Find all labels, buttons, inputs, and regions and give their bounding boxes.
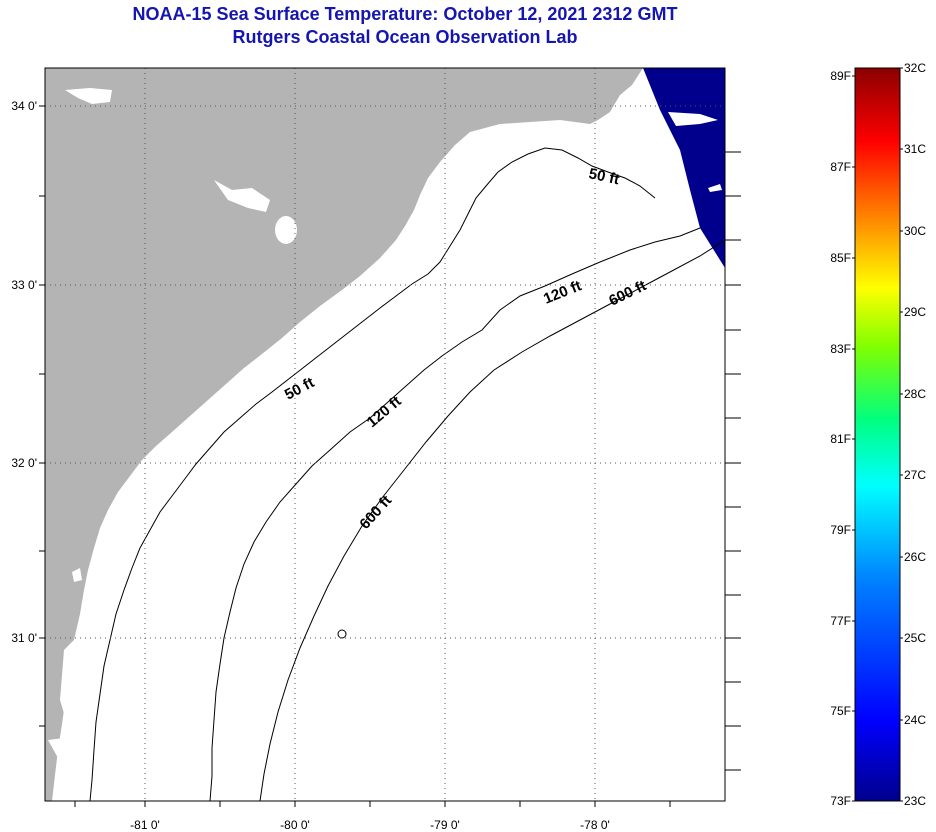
- contour-600ft: [259, 239, 725, 801]
- map-title: NOAA-15 Sea Surface Temperature: October…: [132, 4, 678, 24]
- colorbar-f-label: 73F: [830, 794, 851, 808]
- lat-label: 31 0': [11, 631, 37, 645]
- colorbar-f-ticks: [852, 67, 903, 802]
- map-subtitle: Rutgers Coastal Ocean Observation Lab: [232, 27, 578, 47]
- contour-label: 50 ft: [587, 165, 621, 188]
- lon-label: -79 0': [430, 818, 460, 832]
- graticule: [45, 68, 725, 801]
- colorbar-c-label: 24C: [904, 713, 926, 727]
- map-frame: [44, 67, 726, 802]
- colorbar-c-label: 26C: [904, 550, 926, 564]
- colorbar-c-label: 29C: [904, 305, 926, 319]
- lat-label: 33 0': [11, 278, 37, 292]
- colorbar-c-label: 32C: [904, 61, 926, 75]
- colorbar-f-label: 87F: [830, 160, 851, 174]
- lon-label: -80 0': [280, 818, 310, 832]
- colorbar-f-label: 85F: [830, 251, 851, 265]
- land: [45, 68, 643, 801]
- colorbar-c-label: 27C: [904, 468, 926, 482]
- colorbar-c-label: 23C: [904, 794, 926, 808]
- colorbar-f-label: 89F: [830, 69, 851, 83]
- colorbar-f-label: 83F: [830, 342, 851, 356]
- lat-label: 34 0': [11, 99, 37, 113]
- lon-label: -81 0': [130, 818, 160, 832]
- colorbar-f-label: 77F: [830, 614, 851, 628]
- lon-label: -78 0': [580, 818, 610, 832]
- colorbar-c-label: 31C: [904, 142, 926, 156]
- colorbar-c-label: 30C: [904, 224, 926, 238]
- contour-120ft: [209, 227, 701, 801]
- contour-50ft: [89, 147, 656, 801]
- colorbar-f-label: 79F: [830, 523, 851, 537]
- colorbar-c-label: 25C: [904, 631, 926, 645]
- tick-marks: [39, 105, 741, 807]
- lat-label: 32 0': [11, 456, 37, 470]
- colorbar-c-label: 28C: [904, 387, 926, 401]
- colorbar: [854, 67, 901, 802]
- map-area: 50 ft 50 ft 120 ft 120 ft 600 ft 600 ft: [45, 68, 725, 801]
- colorbar-f-label: 75F: [830, 704, 851, 718]
- colorbar-f-label: 81F: [830, 432, 851, 446]
